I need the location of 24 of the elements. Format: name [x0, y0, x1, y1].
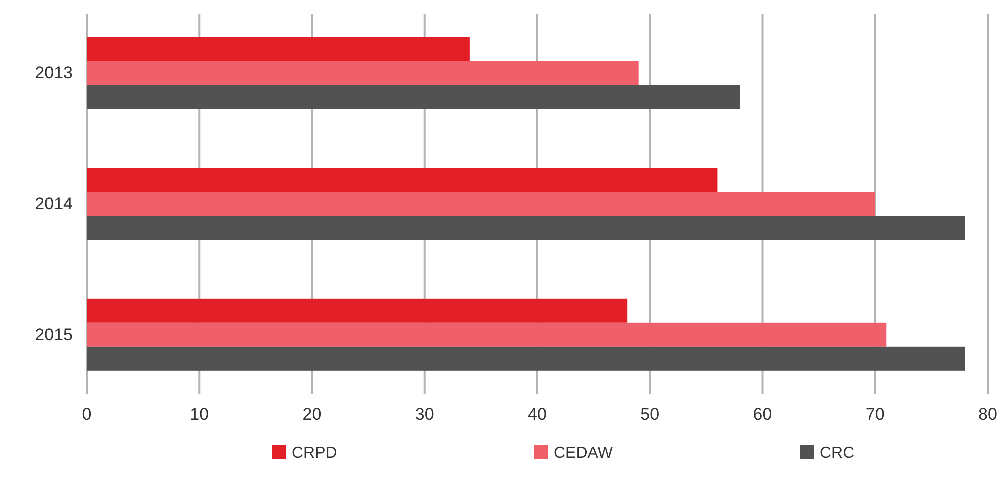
bar [87, 192, 876, 216]
y-tick-label: 2013 [35, 64, 73, 83]
x-tick-label: 20 [302, 405, 322, 424]
bar [87, 61, 639, 86]
x-tick-label: 60 [753, 405, 772, 424]
bar [87, 168, 718, 192]
bar [87, 216, 966, 240]
bar [87, 346, 966, 371]
x-tick-label: 70 [866, 405, 885, 424]
y-tick-label: 2014 [35, 194, 73, 214]
x-tick-label: 10 [190, 405, 210, 424]
y-tick-label: 2015 [35, 325, 73, 344]
bar [87, 85, 740, 110]
bar [87, 322, 887, 347]
bar [87, 298, 628, 323]
bar [87, 37, 470, 62]
legend-label: CRC [820, 445, 855, 462]
x-tick-label: 30 [415, 405, 434, 424]
x-tick-label: 80 [978, 405, 998, 424]
x-tick-label: 40 [528, 405, 547, 424]
legend-label: CRPD [292, 445, 338, 462]
x-tick-label: 0 [82, 405, 92, 424]
x-tick-label: 50 [640, 405, 660, 424]
legend-label: CEDAW [554, 445, 614, 462]
